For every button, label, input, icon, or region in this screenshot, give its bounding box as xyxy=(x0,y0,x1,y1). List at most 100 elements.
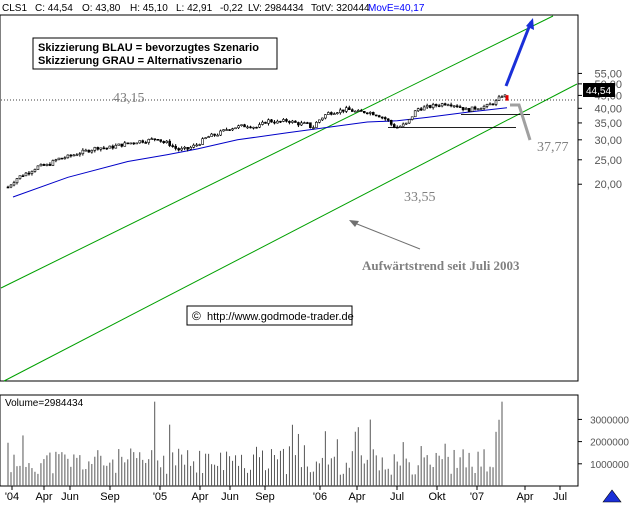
candle-body xyxy=(231,128,234,131)
level-label-3355: 33,55 xyxy=(404,190,436,205)
candle-body xyxy=(24,172,28,177)
corner-logo-icon[interactable] xyxy=(602,489,622,503)
x-tick-label: Okt xyxy=(428,491,445,503)
header-totv: TotV: 320444 xyxy=(311,3,370,14)
candle-body xyxy=(467,108,471,112)
candle-body xyxy=(303,122,306,124)
candle-body xyxy=(356,110,360,112)
candle-body xyxy=(261,121,264,125)
candle-body xyxy=(147,139,151,143)
copyright-url[interactable]: http://www.godmode-trader.de xyxy=(207,311,354,323)
candle-body xyxy=(386,118,390,121)
moving-average-layer xyxy=(12,107,508,198)
header-symbol: CLS1 xyxy=(2,3,27,14)
candle-body xyxy=(327,112,330,115)
y-tick-label: 40,00 xyxy=(594,103,622,115)
y-tick-label: 35,00 xyxy=(594,118,622,130)
candle-body xyxy=(267,119,270,124)
candle-body xyxy=(404,122,408,125)
candle-body xyxy=(485,104,489,107)
candle-body xyxy=(279,120,282,123)
header-change: -0,22 xyxy=(220,3,243,14)
candle-body xyxy=(120,143,124,147)
candle-body xyxy=(234,127,237,130)
candle-body xyxy=(321,117,324,121)
candles-layer xyxy=(6,94,509,189)
candle-body xyxy=(407,119,411,124)
candle-body xyxy=(156,138,159,141)
x-tick-label: Jun xyxy=(221,491,239,503)
candle-body xyxy=(6,186,10,189)
candle-body xyxy=(138,140,142,144)
candle-body xyxy=(380,116,384,119)
candle-body xyxy=(377,115,381,118)
candle-body xyxy=(351,109,354,112)
x-tick-label: '06 xyxy=(313,491,327,503)
candle-body xyxy=(255,126,258,129)
candle-body xyxy=(192,144,195,148)
candle-body xyxy=(458,106,462,108)
candle-body xyxy=(315,122,318,128)
candle-body xyxy=(129,142,133,145)
y-tick-label: 55,00 xyxy=(594,68,622,80)
candle-body xyxy=(461,107,465,111)
candle-body xyxy=(348,107,351,110)
candle-body xyxy=(330,112,333,115)
candle-body xyxy=(189,147,192,150)
candle-body xyxy=(198,144,201,146)
candle-body xyxy=(401,123,405,127)
candle-body xyxy=(174,145,177,149)
candle-body xyxy=(123,142,127,147)
candle-body xyxy=(428,105,432,108)
copyright-symbol: © xyxy=(192,309,201,323)
candle-body xyxy=(66,154,70,159)
candle-body xyxy=(51,160,55,166)
candle-body xyxy=(473,106,477,110)
candle-body xyxy=(500,96,504,98)
candle-body xyxy=(99,147,103,150)
volume-tick-label: 2000000 xyxy=(590,438,629,449)
candle-body xyxy=(309,122,312,128)
candle-body xyxy=(416,108,420,112)
candle-body xyxy=(39,163,43,167)
candle-body xyxy=(90,150,94,153)
candle-body xyxy=(144,142,148,144)
candle-body xyxy=(12,182,16,186)
candle-body xyxy=(228,129,231,131)
candle-body xyxy=(111,145,115,149)
candle-body xyxy=(117,143,121,146)
horizontal-levels xyxy=(1,99,577,128)
candle-body xyxy=(180,148,183,151)
candle-body xyxy=(69,154,73,157)
candle-body xyxy=(339,109,342,113)
candle-body xyxy=(312,127,315,129)
candle-body xyxy=(210,133,213,137)
volume-label: Volume=2984434 xyxy=(5,398,84,409)
header-lv: LV: 2984434 xyxy=(248,3,304,14)
candle-body xyxy=(300,122,303,126)
header-open: O: 43,80 xyxy=(82,3,121,14)
candle-body xyxy=(219,130,222,136)
candle-body xyxy=(186,147,189,150)
candle-body xyxy=(105,147,109,150)
volume-tick-label: 3000000 xyxy=(590,415,629,426)
moving-average-line xyxy=(12,107,508,198)
candle-body xyxy=(491,103,495,106)
candle-body xyxy=(273,121,276,124)
channel-upper-line xyxy=(0,15,554,289)
x-tick-label: Apr xyxy=(191,491,208,503)
price-pane xyxy=(0,14,579,382)
candle-body xyxy=(63,157,67,160)
candle-body xyxy=(479,108,483,110)
candle-body xyxy=(207,136,210,138)
candle-body xyxy=(36,165,40,170)
volume-tick-label: 1000000 xyxy=(590,460,629,471)
header-close: C: 44,54 xyxy=(35,3,73,14)
candle-body xyxy=(195,144,198,147)
candle-body xyxy=(446,104,450,107)
axes-layer: 55,0050,0045,0040,0035,0030,0025,0020,00… xyxy=(5,68,630,503)
candle-body xyxy=(371,112,375,116)
candle-body xyxy=(42,163,46,166)
candle-body xyxy=(336,112,339,114)
scenario-layer xyxy=(504,18,534,141)
